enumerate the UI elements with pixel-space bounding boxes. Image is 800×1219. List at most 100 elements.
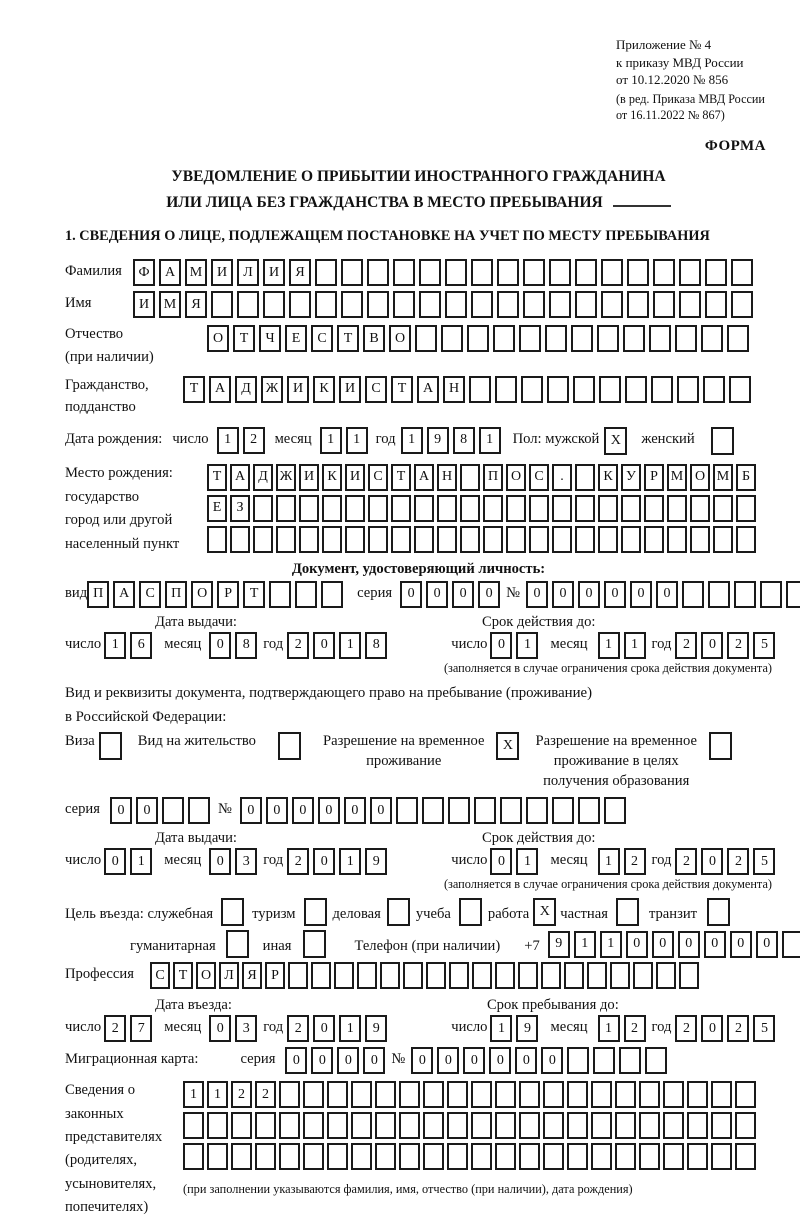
cell[interactable] (230, 525, 250, 553)
temp-permit-checkbox[interactable]: X (496, 732, 520, 761)
cell[interactable] (375, 1081, 396, 1109)
cell[interactable] (575, 525, 595, 553)
cell[interactable] (351, 1112, 372, 1140)
cell[interactable]: Т (183, 375, 205, 403)
cell[interactable] (591, 1143, 612, 1171)
cell[interactable]: Я (185, 291, 207, 319)
cell[interactable]: 8 (452, 426, 475, 454)
cell[interactable]: 0 (104, 848, 127, 876)
cell[interactable]: И (263, 259, 285, 287)
cell[interactable] (161, 797, 184, 825)
cell[interactable]: А (113, 580, 136, 608)
cell[interactable] (447, 1143, 468, 1171)
cell[interactable] (351, 1143, 372, 1171)
cell[interactable]: 0 (209, 631, 232, 659)
cell[interactable]: 0 (343, 797, 366, 825)
cell[interactable] (653, 259, 675, 287)
cell[interactable] (625, 375, 647, 403)
cell[interactable] (426, 962, 446, 990)
cell[interactable]: 2 (727, 848, 750, 876)
residence-permit-checkbox[interactable] (277, 732, 301, 761)
cell[interactable] (295, 580, 318, 608)
cell[interactable]: 0 (265, 797, 288, 825)
cell[interactable] (211, 291, 233, 319)
cell[interactable] (615, 1143, 636, 1171)
cell[interactable]: 0 (703, 930, 726, 958)
cell[interactable]: 0 (656, 580, 679, 608)
cell[interactable] (734, 580, 757, 608)
cell[interactable] (610, 962, 630, 990)
cell[interactable] (380, 962, 400, 990)
cell[interactable]: Р (644, 463, 664, 491)
cell[interactable]: 0 (109, 797, 132, 825)
cell[interactable]: 0 (478, 580, 501, 608)
cell[interactable] (735, 1143, 756, 1171)
cell[interactable]: 1 (339, 631, 362, 659)
cell[interactable]: Р (217, 580, 240, 608)
temp-permit-edu-checkbox[interactable] (708, 732, 732, 761)
cell[interactable] (471, 1112, 492, 1140)
purpose-work-checkbox[interactable]: X (533, 898, 557, 927)
cell[interactable] (627, 259, 649, 287)
cell[interactable] (575, 291, 597, 319)
cell[interactable] (552, 525, 572, 553)
cell[interactable]: 0 (452, 580, 475, 608)
cell[interactable] (237, 291, 259, 319)
cell[interactable]: О (690, 463, 710, 491)
cell[interactable] (598, 494, 618, 522)
cell[interactable] (575, 259, 597, 287)
cell[interactable]: Е (285, 325, 307, 353)
cell[interactable] (419, 291, 441, 319)
cell[interactable]: 0 (489, 1047, 512, 1075)
cell[interactable] (731, 291, 753, 319)
cell[interactable]: Н (443, 375, 465, 403)
cell[interactable] (207, 1112, 228, 1140)
cell[interactable] (183, 1143, 204, 1171)
cell[interactable] (460, 494, 480, 522)
birthplace-grid-3[interactable] (207, 525, 759, 553)
cell[interactable] (735, 1081, 756, 1109)
cell[interactable] (231, 1112, 252, 1140)
cell[interactable] (263, 291, 285, 319)
cell[interactable] (651, 375, 673, 403)
cell[interactable] (549, 291, 571, 319)
cell[interactable]: 0 (363, 1047, 386, 1075)
cell[interactable]: 0 (541, 1047, 564, 1075)
cell[interactable]: 0 (369, 797, 392, 825)
cell[interactable] (231, 1143, 252, 1171)
cell[interactable] (567, 1081, 588, 1109)
cell[interactable]: 0 (337, 1047, 360, 1075)
cell[interactable] (736, 525, 756, 553)
cell[interactable] (375, 1143, 396, 1171)
cell[interactable] (345, 494, 365, 522)
cell[interactable] (497, 259, 519, 287)
cell[interactable] (423, 1081, 444, 1109)
cell[interactable] (341, 259, 363, 287)
cell[interactable]: 1 (183, 1081, 204, 1109)
cell[interactable] (207, 1143, 228, 1171)
cell[interactable]: П (483, 463, 503, 491)
cell[interactable] (345, 525, 365, 553)
cell[interactable] (288, 962, 308, 990)
cell[interactable] (327, 1143, 348, 1171)
cell[interactable] (315, 259, 337, 287)
cell[interactable]: 0 (604, 580, 627, 608)
cell[interactable] (567, 1143, 588, 1171)
cell[interactable] (423, 1143, 444, 1171)
cell[interactable] (449, 962, 469, 990)
cell[interactable]: 0 (209, 848, 232, 876)
cell[interactable] (711, 1112, 732, 1140)
cell[interactable] (705, 259, 727, 287)
cell[interactable]: Е (207, 494, 227, 522)
sex-female-checkbox[interactable] (710, 426, 734, 455)
cell[interactable] (667, 494, 687, 522)
